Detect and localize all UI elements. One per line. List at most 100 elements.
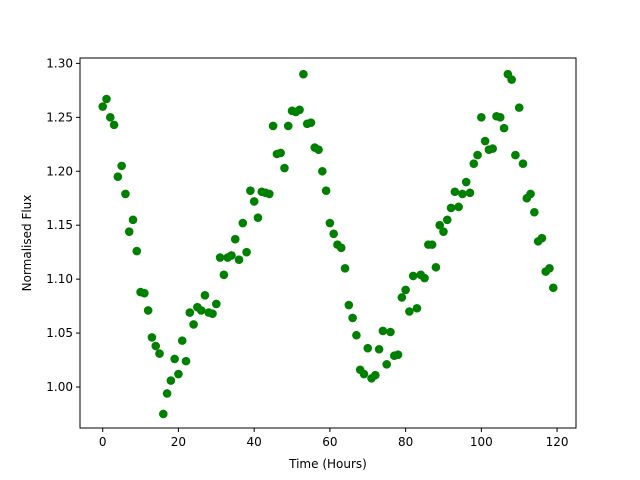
data-point	[170, 354, 179, 364]
data-point	[336, 243, 346, 253]
y-axis-ticks: 1.00 1.05 1.10 1.15 1.20 1.25 1.30	[46, 56, 80, 394]
data-point	[359, 369, 369, 379]
data-point	[268, 121, 278, 131]
data-point	[253, 213, 263, 222]
data-point	[446, 203, 456, 213]
data-point	[246, 186, 255, 195]
data-point	[295, 105, 304, 115]
data-point	[329, 229, 338, 239]
data-point	[488, 144, 498, 153]
data-point	[435, 220, 444, 230]
data-point	[507, 75, 516, 84]
data-point	[480, 136, 490, 146]
data-point	[325, 218, 335, 228]
data-point	[212, 299, 221, 309]
data-point	[420, 273, 429, 283]
data-point	[234, 255, 244, 265]
data-point	[159, 409, 168, 419]
data-point	[352, 330, 361, 340]
x-tick-label: 60	[322, 435, 337, 449]
data-point	[283, 121, 293, 131]
x-tick-label: 40	[247, 435, 262, 449]
data-point	[537, 233, 547, 243]
data-point	[545, 264, 554, 273]
x-axis-label: Time (Hours)	[288, 457, 367, 471]
data-point	[117, 161, 126, 171]
data-point	[397, 293, 407, 302]
data-point	[344, 300, 354, 310]
data-point	[306, 118, 316, 128]
data-point	[469, 159, 479, 169]
data-point	[405, 307, 414, 316]
data-point	[189, 320, 198, 329]
y-tick-label: 1.20	[46, 164, 73, 178]
y-tick-label: 1.15	[46, 218, 73, 232]
data-point	[196, 306, 206, 315]
data-point	[166, 376, 176, 385]
data-point	[393, 350, 403, 359]
data-point	[495, 113, 505, 122]
data-point	[526, 189, 535, 199]
data-point	[128, 215, 138, 225]
data-point	[242, 247, 251, 257]
data-point	[147, 333, 157, 342]
data-point	[155, 349, 164, 358]
data-point	[98, 102, 108, 111]
plot-area-frame	[79, 57, 577, 429]
data-point	[412, 303, 422, 313]
data-point	[140, 288, 149, 298]
data-point	[102, 94, 111, 104]
data-point	[454, 202, 463, 212]
data-point	[514, 103, 524, 112]
data-point	[473, 150, 482, 160]
data-point	[548, 283, 558, 293]
data-point	[314, 145, 323, 154]
data-point	[227, 251, 236, 260]
data-point	[530, 207, 539, 217]
data-point	[105, 113, 115, 122]
data-point	[177, 336, 187, 345]
data-point	[162, 389, 172, 398]
data-point	[371, 370, 380, 380]
x-axis-ticks: 0 20 40 60 80 100 120	[99, 428, 569, 449]
data-point	[121, 189, 130, 199]
data-point	[340, 264, 350, 273]
data-point	[238, 218, 248, 228]
data-point	[518, 159, 528, 169]
data-points	[98, 69, 558, 419]
data-point	[219, 270, 229, 280]
x-tick-label: 120	[546, 435, 569, 449]
data-point	[230, 234, 240, 244]
x-tick-label: 20	[171, 435, 186, 449]
data-point	[109, 120, 119, 130]
data-point	[386, 327, 395, 337]
y-tick-label: 1.25	[46, 110, 73, 124]
data-point	[185, 308, 195, 317]
data-point	[318, 166, 327, 176]
data-point	[280, 163, 289, 173]
data-point	[458, 189, 467, 199]
data-point	[200, 291, 210, 300]
data-point	[299, 69, 308, 79]
data-point	[378, 326, 388, 336]
y-tick-label: 1.10	[46, 272, 73, 286]
data-point	[431, 262, 441, 272]
data-point	[113, 172, 123, 181]
data-point	[124, 227, 134, 236]
x-tick-label: 80	[398, 435, 413, 449]
data-point	[465, 188, 475, 198]
data-point	[181, 356, 191, 366]
data-point	[401, 285, 410, 295]
data-point	[143, 306, 153, 315]
x-tick-label: 100	[470, 435, 493, 449]
data-point	[442, 215, 452, 225]
x-tick-label: 0	[99, 435, 107, 449]
data-point	[450, 187, 460, 197]
y-tick-label: 1.00	[46, 380, 73, 394]
data-point	[499, 123, 509, 133]
data-point	[132, 246, 142, 256]
data-point	[461, 177, 471, 187]
data-point	[151, 341, 161, 351]
